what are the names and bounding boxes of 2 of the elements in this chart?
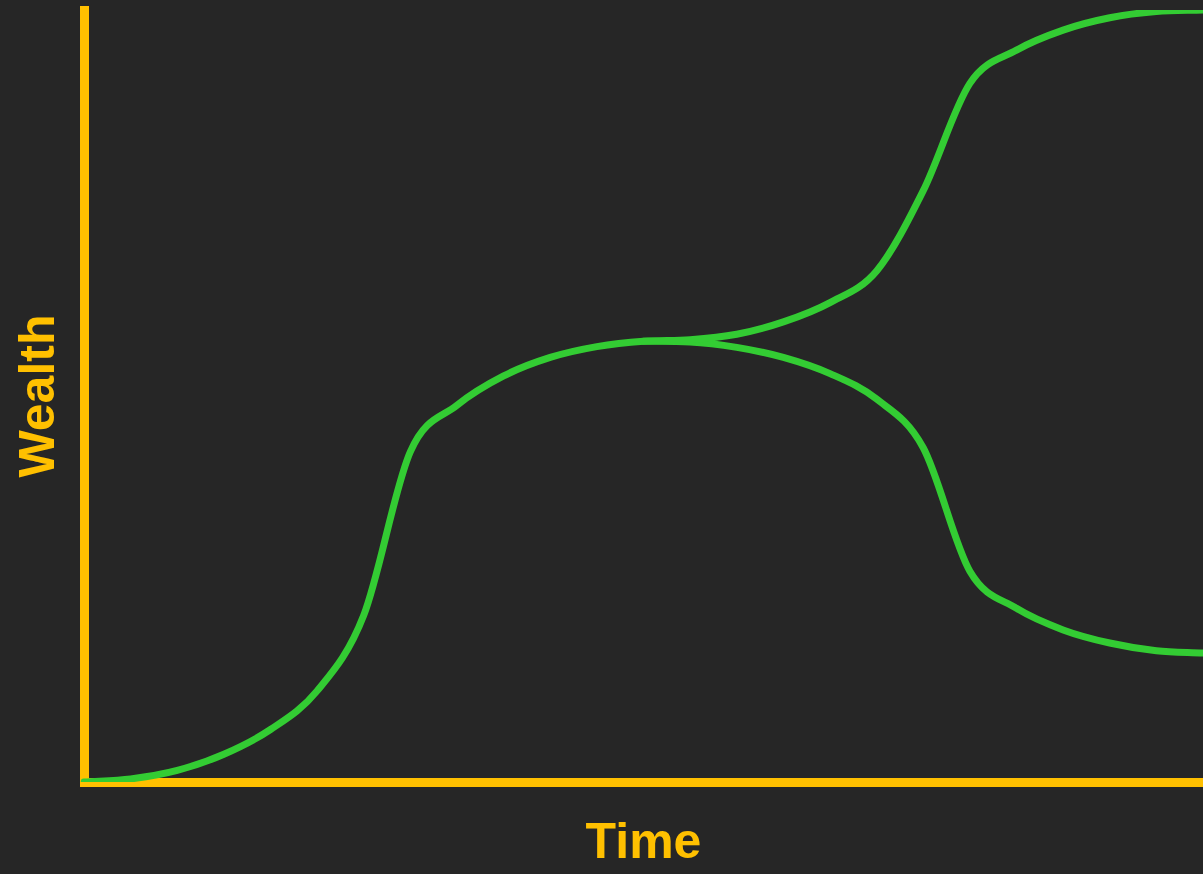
y-axis-title: Wealth: [8, 314, 65, 478]
x-axis-title: Time: [585, 812, 702, 869]
